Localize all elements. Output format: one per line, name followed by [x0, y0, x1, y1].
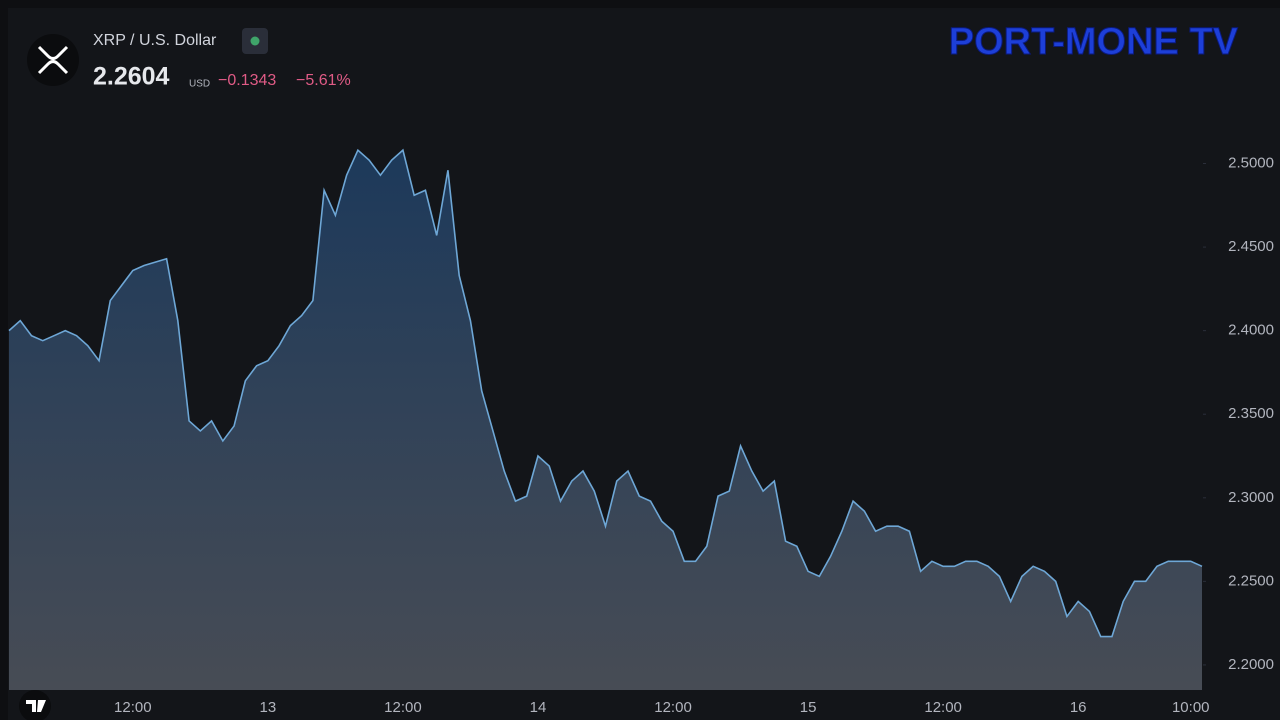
- area-fill: [9, 150, 1202, 690]
- price: 2.2604: [93, 63, 170, 91]
- x-tick-label: 13: [260, 699, 277, 716]
- plot-area: 2.2000 2.2500 2.3000 2.3500 2.4000 2.4500 2.50…: [8, 148, 1274, 716]
- y-tick-label: 2.2500: [1228, 572, 1274, 589]
- symbol-title: XRP / U.S. Dollar: [93, 32, 217, 49]
- change: −0.1343: [218, 72, 276, 89]
- y-tick-label: 2.3000: [1228, 489, 1274, 506]
- x-tick-label: 12:00: [924, 699, 962, 716]
- y-tick-label: 2.5000: [1228, 154, 1274, 171]
- y-tick-label: 2.2000: [1228, 656, 1274, 673]
- x-tick-label: 16: [1070, 699, 1087, 716]
- y-tick-label: 2.4000: [1228, 322, 1274, 339]
- x-tick-label: 14: [530, 699, 547, 716]
- currency: USD: [189, 79, 210, 90]
- x-tick-label: 15: [800, 699, 817, 716]
- watermark: PORT-MONE TV: [949, 21, 1239, 63]
- x-tick-label: 12:00: [654, 699, 692, 716]
- x-tick-label: 12:00: [384, 699, 422, 716]
- change-percent: −5.61%: [296, 72, 351, 89]
- y-tick-label: 2.3500: [1228, 405, 1274, 422]
- status-dot: [250, 36, 260, 46]
- tv-logo: [26, 700, 46, 712]
- y-tick-label: 2.4500: [1228, 238, 1274, 255]
- price-line: [8, 148, 1203, 638]
- x-tick-label: 12:00: [114, 699, 152, 716]
- symbol-icon: [37, 45, 69, 75]
- x-tick-label: 10:00: [1172, 699, 1210, 716]
